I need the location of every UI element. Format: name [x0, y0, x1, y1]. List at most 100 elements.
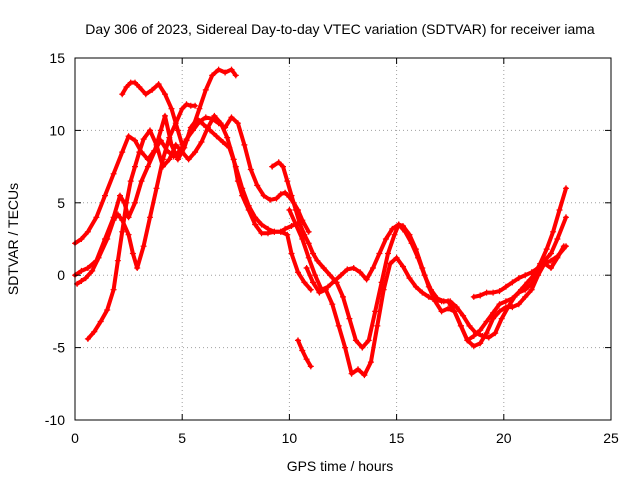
x-tick-label: 10: [282, 430, 298, 446]
data-point: [380, 286, 387, 293]
data-point: [382, 236, 389, 242]
data-point: [93, 214, 100, 221]
data-point: [438, 298, 445, 305]
data-point: [202, 114, 209, 121]
data-point: [402, 228, 409, 235]
data-point: [515, 275, 522, 282]
data-point: [352, 337, 359, 344]
data-point: [104, 307, 111, 313]
x-tick-label: 25: [603, 430, 619, 446]
data-point: [119, 149, 126, 156]
data-point: [275, 159, 282, 166]
data-point: [303, 265, 310, 271]
data-point: [445, 305, 452, 312]
y-tick-label: -5: [53, 340, 66, 356]
data-point: [269, 163, 276, 170]
data-point: [331, 278, 338, 284]
data-point: [136, 84, 143, 90]
data-point: [554, 236, 561, 242]
data-point: [528, 269, 535, 276]
data-point: [282, 189, 289, 196]
data-point: [393, 254, 400, 261]
series-track-c: [84, 112, 301, 342]
data-point: [140, 243, 147, 250]
data-point: [391, 231, 398, 238]
data-point: [316, 289, 323, 296]
data-point: [179, 141, 186, 148]
data-point: [363, 276, 370, 283]
data-point: [372, 308, 379, 315]
data-point: [477, 327, 484, 334]
series-line: [75, 102, 198, 286]
y-tick-label: 10: [49, 122, 65, 138]
data-point: [432, 296, 439, 303]
data-point: [84, 335, 91, 342]
data-point: [217, 120, 224, 127]
data-point: [457, 322, 464, 329]
data-point: [230, 156, 237, 163]
data-point: [322, 286, 329, 293]
data-point: [400, 263, 406, 270]
data-point: [299, 236, 306, 242]
data-point: [367, 359, 374, 366]
data-point: [119, 217, 126, 224]
data-point: [174, 127, 181, 134]
data-point: [496, 308, 503, 315]
data-point: [211, 112, 218, 119]
data-point: [153, 185, 160, 192]
data-point: [123, 199, 130, 206]
data-point: [310, 279, 316, 286]
data-point: [509, 279, 516, 286]
data-point: [78, 236, 85, 242]
data-point: [142, 91, 149, 98]
data-point: [307, 286, 314, 293]
grid: [75, 58, 611, 420]
y-tick-label: 5: [57, 195, 65, 211]
data-point: [419, 289, 426, 296]
data-point: [136, 149, 143, 156]
data-point: [168, 105, 175, 112]
data-point: [286, 207, 293, 213]
data-point: [490, 289, 497, 296]
data-point: [95, 254, 102, 261]
y-axis-label: SDTVAR / TECUs: [5, 183, 21, 295]
data-point: [102, 192, 108, 199]
x-tick-label: 15: [389, 430, 405, 446]
data-point: [234, 120, 241, 127]
data-point: [470, 343, 477, 350]
data-point: [548, 257, 554, 264]
data-point: [477, 340, 484, 347]
data-point: [162, 112, 168, 119]
data-series-group: [72, 66, 569, 379]
data-point: [389, 225, 396, 232]
data-point: [204, 124, 211, 131]
data-point: [104, 236, 111, 242]
series-line: [120, 67, 238, 147]
data-point: [166, 134, 173, 141]
data-point: [395, 221, 402, 228]
data-point: [522, 272, 529, 279]
data-point: [149, 86, 156, 93]
data-point: [245, 207, 252, 213]
data-point: [277, 228, 284, 235]
data-point: [412, 283, 419, 290]
data-point: [110, 286, 117, 293]
data-point: [348, 370, 355, 377]
data-point: [406, 275, 413, 282]
data-point: [292, 221, 299, 228]
series-track-e: [119, 66, 239, 148]
data-point: [172, 141, 179, 148]
data-point: [327, 272, 334, 279]
data-point: [451, 308, 458, 315]
series-line: [73, 115, 311, 246]
data-point: [541, 260, 548, 267]
data-point: [387, 260, 394, 267]
data-point: [183, 137, 190, 144]
series-track-g: [286, 185, 569, 341]
data-point: [548, 265, 554, 271]
data-point: [295, 269, 301, 276]
data-point: [134, 265, 141, 271]
data-point: [355, 366, 361, 373]
data-point: [554, 253, 561, 260]
data-point: [307, 363, 314, 370]
